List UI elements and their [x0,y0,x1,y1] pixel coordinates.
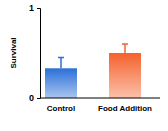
bar [109,53,141,98]
error-bar [58,58,64,69]
y-tick-label: 1 [29,3,34,13]
x-tick: Control [47,98,75,113]
error-bar [122,44,128,53]
y-tick: 0 [29,93,40,103]
y-tick: 1 [29,3,40,13]
x-tick: Food Addition [98,98,152,113]
plot-area [45,44,141,98]
y-axis-line [37,9,41,99]
y-tick-mark [37,8,40,9]
x-tick-label: Food Addition [98,104,152,113]
error-stem [60,58,62,69]
y-axis-title: Survival [9,37,18,68]
y-tick-label: 0 [29,93,34,103]
error-stem [124,44,126,53]
chart: 01ControlFood AdditionSurvival [0,0,168,131]
x-axis: Control Food Addition [40,98,160,113]
y-tick-mark [37,98,40,99]
bar [45,68,77,98]
error-bars [58,44,128,68]
y-axis: 01 [29,3,41,103]
error-cap [58,57,64,59]
error-cap [122,43,128,45]
x-axis-line [40,98,160,99]
x-tick-label: Control [47,104,75,113]
